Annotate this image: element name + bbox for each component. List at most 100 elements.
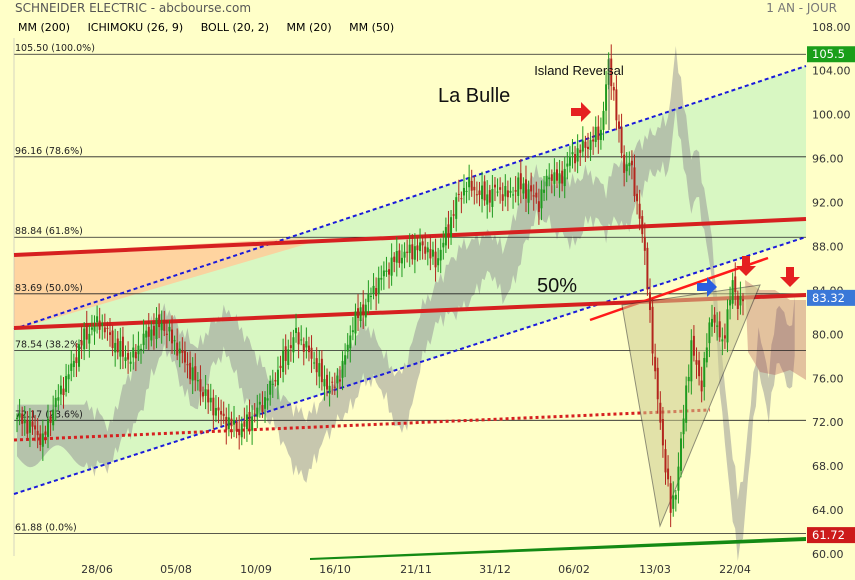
- candle-body: [398, 250, 401, 264]
- candle-body: [367, 294, 370, 303]
- candle-body: [80, 340, 83, 346]
- candle-body: [129, 361, 132, 364]
- candle-body: [540, 189, 543, 209]
- fib-label-0: 105.50 (100.0%): [15, 43, 95, 54]
- candle-body: [599, 129, 602, 140]
- candle-body: [31, 421, 34, 427]
- candle-body: [698, 360, 701, 377]
- candle-body: [34, 425, 37, 430]
- candle-body: [555, 169, 558, 181]
- candle-body: [70, 363, 73, 371]
- candle-body: [331, 381, 334, 383]
- candle-body: [173, 340, 176, 342]
- candle-body: [292, 337, 295, 353]
- legend-mm200[interactable]: MM (200): [18, 21, 71, 34]
- dotted-support-line: [13, 408, 711, 442]
- candle-body: [276, 369, 279, 386]
- candle-body: [431, 249, 434, 257]
- candle-body: [703, 357, 706, 388]
- candle-body: [656, 367, 659, 400]
- candle-body: [28, 420, 31, 433]
- candle-body: [220, 411, 223, 415]
- candle-body: [357, 308, 360, 319]
- candle-body: [501, 194, 504, 201]
- candle-body: [602, 110, 605, 130]
- candle-body: [202, 392, 205, 397]
- candle-body: [310, 347, 313, 359]
- candle-body: [661, 419, 664, 446]
- candle-body: [548, 177, 551, 180]
- candle-body: [212, 397, 215, 416]
- candle-body: [473, 186, 476, 191]
- channel-upper-line: [13, 65, 807, 330]
- candle-body: [509, 190, 512, 193]
- candle-body: [524, 179, 527, 199]
- candle-body: [313, 362, 316, 364]
- fib-label-6: 61.88 (0.0%): [15, 522, 77, 533]
- y-tick-label: 104.00: [812, 65, 851, 78]
- candle-body: [522, 183, 525, 194]
- legend-mm50[interactable]: MM (50): [349, 21, 395, 34]
- candle-body: [287, 349, 290, 366]
- short-trend-line: [589, 256, 769, 322]
- candle-body: [101, 323, 104, 326]
- candle-body: [630, 160, 633, 166]
- candle-body: [49, 416, 52, 423]
- candle-body: [96, 316, 99, 323]
- candle-body: [506, 190, 509, 198]
- candle-body: [181, 350, 184, 353]
- candle-body: [424, 246, 427, 254]
- candle-body: [333, 386, 336, 388]
- legend-ichimoku[interactable]: ICHIMOKU (26, 9): [87, 21, 184, 34]
- candle-body: [545, 175, 548, 187]
- candle-body: [88, 333, 91, 344]
- candle-body: [26, 420, 29, 434]
- candle-body: [388, 269, 391, 275]
- x-tick-label: 05/08: [160, 563, 192, 576]
- price-badge-0: [807, 46, 855, 63]
- candle-body: [646, 247, 649, 290]
- legend-mm20[interactable]: MM (20): [286, 21, 332, 34]
- y-tick-label: 96.00: [812, 153, 844, 166]
- chart-title: SCHNEIDER ELECTRIC - abcbourse.com: [15, 1, 252, 15]
- candle-body: [437, 258, 440, 266]
- candle-body: [41, 433, 44, 447]
- candle-body: [341, 360, 344, 378]
- channel-lower-line: [13, 236, 807, 495]
- x-tick-label: 16/10: [319, 563, 351, 576]
- candle-body: [199, 379, 202, 392]
- candle-body: [245, 414, 248, 430]
- candle-body: [460, 198, 463, 200]
- candle-body: [594, 126, 597, 142]
- candle-body: [338, 379, 341, 382]
- candle-body: [419, 242, 422, 252]
- red-arrow-icon: [571, 102, 591, 122]
- candle-body: [734, 276, 737, 293]
- candle-body: [209, 397, 212, 403]
- candle-body: [183, 351, 186, 363]
- candle-body: [305, 341, 308, 348]
- candle-body: [708, 322, 711, 344]
- candle-body: [18, 413, 21, 418]
- candle-body: [605, 84, 608, 111]
- candle-body: [434, 251, 437, 268]
- candle-body: [359, 307, 362, 322]
- candle-body: [664, 449, 667, 473]
- candle-body: [400, 257, 403, 264]
- candle-body: [718, 321, 721, 338]
- candle-body: [731, 280, 734, 304]
- candle-body: [610, 58, 613, 87]
- channel-fill: [14, 66, 806, 494]
- legend-boll[interactable]: BOLL (20, 2): [200, 21, 270, 34]
- candle-body: [39, 433, 42, 445]
- candle-body: [537, 201, 540, 212]
- y-tick-label: 72.00: [812, 416, 844, 429]
- candle-body: [266, 398, 269, 401]
- candle-body: [152, 325, 155, 336]
- candle-body: [667, 468, 670, 480]
- candle-body: [297, 332, 300, 345]
- candle-body: [204, 389, 207, 396]
- y-tick-label: 100.00: [812, 109, 851, 122]
- candle-body: [362, 304, 365, 315]
